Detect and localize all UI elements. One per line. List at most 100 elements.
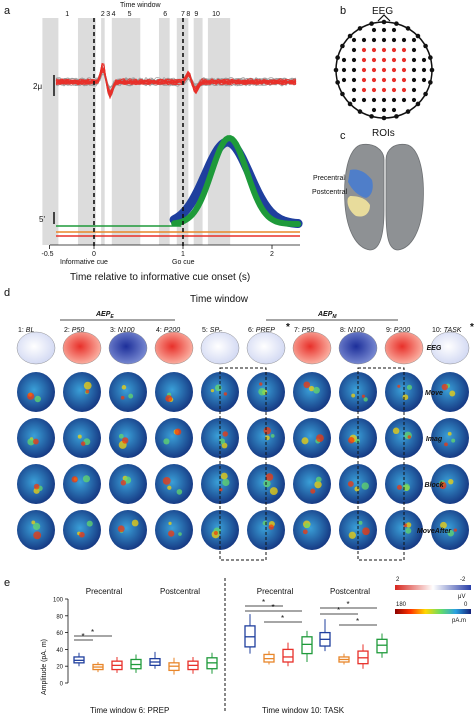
electrode xyxy=(371,27,377,33)
roi-group-label: Postcentral xyxy=(330,587,370,596)
electrode xyxy=(371,97,377,103)
y-tick-label: 100 xyxy=(53,598,64,604)
source-hotspot xyxy=(263,426,271,435)
colorbar-eeg: 2 -2 μV xyxy=(395,577,471,600)
electrode-dots xyxy=(333,19,435,121)
source-hotspot xyxy=(86,520,93,527)
column-header: 3: N100 xyxy=(110,327,135,334)
electrode xyxy=(401,67,407,73)
source-hotspot xyxy=(34,395,41,403)
time-window-shading xyxy=(42,18,231,245)
aep-m-label: AEPM xyxy=(317,311,337,320)
electrode xyxy=(411,37,417,43)
source-hotspot xyxy=(444,442,448,447)
eeg-topomap xyxy=(292,331,332,365)
electrode xyxy=(401,57,407,63)
eeg-montage-title: EEG xyxy=(372,6,393,17)
eeg-topomap xyxy=(430,331,470,365)
grey-eeg-trace xyxy=(55,73,297,96)
source-hotspot xyxy=(310,488,316,494)
electrode xyxy=(361,47,367,53)
electrode-rim xyxy=(340,43,345,49)
electrode-rim xyxy=(394,21,399,26)
source-hotspot xyxy=(362,527,370,536)
emg-curves xyxy=(169,135,303,228)
source-hotspot xyxy=(447,530,455,537)
electrode xyxy=(351,57,357,63)
window-6-label: Time window 6: PREP xyxy=(90,706,169,715)
electrode xyxy=(411,97,417,103)
shade-span xyxy=(101,18,105,245)
electrode xyxy=(401,97,407,103)
source-hotspot xyxy=(301,437,309,445)
electrode xyxy=(401,87,407,93)
electrode xyxy=(411,77,417,83)
electrode xyxy=(351,47,357,53)
colorbar-source-bar xyxy=(395,609,471,614)
source-hotspot xyxy=(83,381,92,390)
source-hotspot xyxy=(354,486,360,492)
colorbar-source-unit: pA.m xyxy=(452,618,466,624)
source-hotspot xyxy=(223,392,228,396)
panel-e-group-labels: Precentral Postcentral Precentral Postcentr… xyxy=(86,587,370,596)
source-map xyxy=(17,372,55,412)
source-map xyxy=(109,464,147,504)
electrode xyxy=(381,57,387,63)
source-hotspot xyxy=(82,475,91,483)
source-map xyxy=(431,510,469,550)
electrode xyxy=(421,67,427,73)
source-hotspot xyxy=(363,397,368,402)
electrode xyxy=(401,77,407,83)
postcentral-roi xyxy=(347,196,370,217)
row-label: Move xyxy=(425,390,443,397)
shade-span xyxy=(77,18,96,245)
x-tick-label: 0 xyxy=(92,251,96,258)
source-hotspot xyxy=(32,522,41,531)
roi-group-label: Postcentral xyxy=(160,587,200,596)
column-header: 9: P200 xyxy=(386,327,410,334)
electrode-rim xyxy=(381,19,387,25)
electrode xyxy=(371,47,377,53)
electrode-rim xyxy=(333,67,339,73)
electrode-rim xyxy=(335,80,340,85)
task-highlight-box xyxy=(357,367,405,561)
electrode-rim xyxy=(415,101,421,107)
source-map xyxy=(155,464,193,504)
source-hotspot xyxy=(263,479,271,488)
red-eeg-trace xyxy=(55,71,297,95)
electrode-rim xyxy=(347,101,353,107)
colorbar-eeg-max: -2 xyxy=(460,577,466,583)
panel-label-c: c xyxy=(340,130,346,142)
electrode xyxy=(401,47,407,53)
source-hotspot xyxy=(315,476,322,483)
electrode xyxy=(371,67,377,73)
colorbar-eeg-min: 2 xyxy=(396,577,400,583)
source-hotspot xyxy=(168,530,175,537)
box-body xyxy=(301,636,313,655)
source-map xyxy=(155,418,193,458)
source-hotspot xyxy=(347,480,354,487)
panel-e-y-ticks: 0 20 40 60 80 100 xyxy=(53,598,68,688)
right-hemisphere xyxy=(385,143,424,251)
source-hotspot xyxy=(392,427,400,435)
source-hotspot xyxy=(314,481,322,489)
y-tick-label: 40 xyxy=(56,648,63,654)
source-hotspot xyxy=(33,531,42,540)
electrode xyxy=(371,107,377,113)
source-hotspot xyxy=(121,385,127,390)
column-header: 4: P200 xyxy=(156,327,180,334)
source-hotspot xyxy=(210,388,215,393)
informative-cue-label: Informative cue xyxy=(60,259,108,266)
panel-label-a: a xyxy=(4,5,11,17)
source-hotspot xyxy=(79,531,85,538)
electrode xyxy=(371,37,377,43)
panel-e-ylabel: Amplitude (pA. m) xyxy=(41,639,48,695)
time-window-numbers: 1 2 3 4 5 6 7 8 9 10 xyxy=(65,11,220,18)
source-hotspot xyxy=(85,389,90,394)
prep-highlight-box xyxy=(219,367,267,561)
electrode-rim xyxy=(415,33,421,39)
source-hotspot xyxy=(405,522,412,528)
source-hotspot xyxy=(176,489,183,495)
